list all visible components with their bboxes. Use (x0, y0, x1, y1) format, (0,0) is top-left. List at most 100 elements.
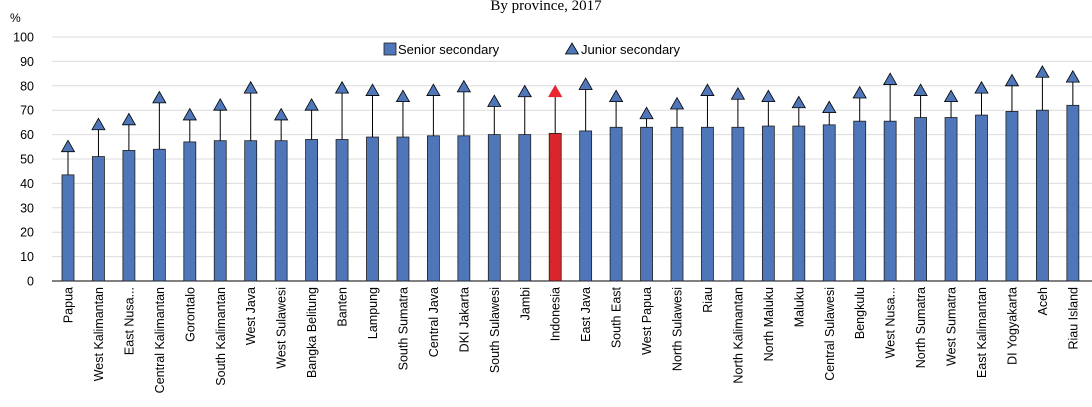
bar (152, 148, 166, 282)
triangle-marker (213, 98, 228, 111)
bar (1005, 111, 1019, 282)
category-label: Papua (62, 287, 76, 323)
triangle-marker (365, 83, 380, 96)
y-tick-label: 80 (20, 79, 34, 93)
triangle-marker (761, 89, 776, 103)
category-label: West Sulawesi (275, 287, 289, 369)
category-label: Jambi (518, 287, 532, 320)
category-label: South East (610, 286, 624, 348)
triangle-marker (426, 83, 441, 96)
triangle-marker (578, 77, 593, 90)
y-tick-label: 100 (13, 31, 34, 45)
category-label: Bangka Belitung (305, 287, 319, 378)
triangle-marker (487, 94, 502, 107)
category-label: Indonesia (549, 287, 563, 341)
y-tick-label: 90 (20, 55, 34, 69)
triangle-marker (456, 79, 472, 93)
bar (731, 126, 745, 282)
y-tick-label: 60 (20, 128, 34, 142)
triangle-marker (1004, 73, 1020, 87)
bar (1036, 109, 1049, 282)
category-label: East Nusa... (122, 287, 136, 355)
triangle-marker (791, 95, 806, 109)
category-label: South Kalimantan (214, 287, 228, 386)
y-tick-label: 70 (20, 104, 34, 118)
triangle-marker (517, 84, 532, 98)
triangle-marker (974, 80, 989, 94)
category-label: DI Yogyakarta (1005, 287, 1019, 365)
bar (701, 126, 714, 282)
category-label: North Sulawesi (671, 287, 685, 371)
category-label: West Java (244, 287, 258, 345)
category-label: West Kalimantan (92, 287, 106, 381)
triangle-marker (943, 89, 959, 103)
gridlines (52, 36, 1092, 282)
triangle-marker (700, 83, 715, 96)
bar (61, 174, 75, 282)
bar (213, 140, 227, 282)
whiskers (67, 74, 1074, 175)
triangle-marker (1035, 65, 1050, 78)
bar (883, 120, 897, 282)
y-tick-label: 0 (27, 275, 34, 289)
bar (92, 156, 105, 282)
bar (609, 126, 623, 282)
category-label: East Kalimantan (975, 287, 989, 378)
bar (822, 124, 836, 282)
triangle-marker (182, 107, 197, 121)
bar (183, 141, 197, 282)
bar (640, 126, 653, 282)
category-label: Central Sulawesi (823, 287, 837, 381)
bar (548, 132, 562, 282)
category-label: DKI Jakarta (457, 287, 471, 352)
bars (61, 104, 1080, 282)
category-label: South Sumatra (396, 287, 410, 370)
bar (335, 139, 349, 282)
triangle-marker (395, 89, 411, 103)
bar (975, 114, 988, 282)
category-label: Banten (336, 287, 350, 327)
category-label: North Maluku (762, 287, 776, 361)
triangle-marker (669, 96, 685, 110)
bar (792, 125, 806, 282)
legend: Senior secondary Junior secondary (383, 42, 680, 57)
triangle-marker (1065, 69, 1081, 83)
bar (761, 125, 775, 282)
triangle-marker (882, 72, 898, 85)
bar (426, 135, 440, 282)
bar (853, 120, 867, 282)
bar (274, 140, 288, 282)
bar (944, 117, 958, 282)
bar (396, 136, 410, 282)
triangle-marker (852, 85, 867, 99)
y-tick-label: 20 (20, 226, 34, 240)
category-label: East Java (579, 287, 593, 342)
bar (305, 139, 319, 282)
legend-label-junior: Junior secondary (581, 42, 680, 57)
legend-label-senior: Senior secondary (398, 42, 500, 57)
triangle-marker (639, 106, 654, 120)
triangle-marker (243, 80, 258, 94)
y-axis-ticks: 0 10 20 30 40 50 60 70 80 90 100 (13, 31, 34, 289)
bar (244, 140, 258, 282)
category-label: Aceh (1036, 287, 1050, 316)
category-label: West Sumatra (945, 287, 959, 366)
y-tick-label: 10 (20, 250, 34, 264)
triangle-marker (913, 83, 928, 96)
category-label: Bengkulu (853, 287, 867, 339)
triangle-marker (273, 107, 289, 121)
triangle-marker (548, 84, 563, 98)
triangle-marker (91, 117, 106, 131)
bar (518, 134, 532, 282)
y-tick-label: 50 (20, 153, 34, 167)
y-tick-label: 30 (20, 201, 34, 215)
bar (670, 126, 684, 282)
category-label: North Kalimantan (731, 287, 745, 384)
triangle-marker (822, 100, 837, 114)
bar (914, 117, 927, 282)
bar (366, 136, 379, 282)
category-label: Maluku (792, 287, 806, 327)
category-label: Lampung (366, 287, 380, 339)
triangle-marker (121, 112, 137, 126)
